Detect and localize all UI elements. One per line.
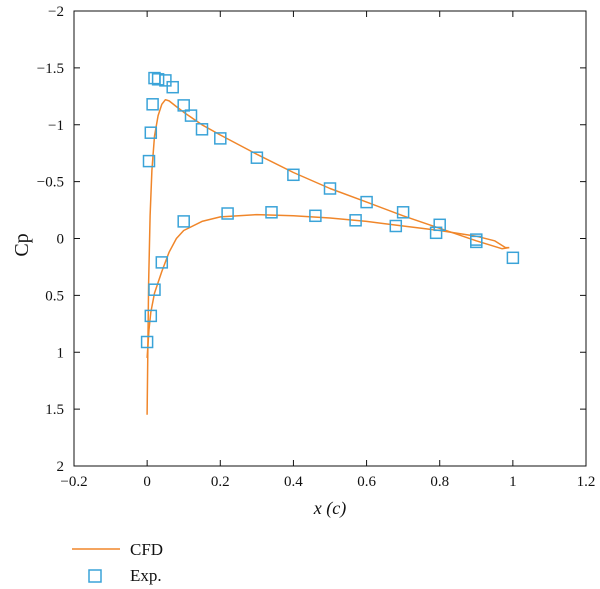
exp-marker: [221, 207, 234, 220]
y-tick-label: 1.5: [45, 402, 64, 418]
y-tick-label: −0.5: [37, 175, 64, 191]
exp-marker: [470, 235, 483, 249]
exp-marker: [287, 168, 300, 182]
y-tick-label: −2: [48, 4, 64, 20]
x-tick-label: −0.2: [60, 474, 87, 490]
cfd-line-pressure: [146, 213, 510, 358]
y-tick-label: 0: [57, 232, 65, 248]
x-tick-labels: −0.2 0 0.2 0.4 0.6 0.8 1 1.2: [60, 474, 595, 490]
y-tick-label: 2: [57, 459, 65, 475]
x-tick-label: 0.4: [284, 474, 303, 490]
plot-frame: [73, 10, 587, 467]
exp-marker: [389, 219, 403, 233]
exp-markers: [140, 71, 520, 349]
exp-marker: [144, 309, 158, 323]
y-tick-labels: −2 −1.5 −1 −0.5 0 0.5 1 1.5 2: [37, 4, 64, 475]
exp-marker: [177, 99, 190, 112]
exp-marker: [360, 195, 373, 209]
x-tick-label: 0.6: [357, 474, 376, 490]
exp-marker: [144, 126, 158, 139]
exp-marker: [166, 80, 179, 94]
exp-marker: [155, 256, 169, 269]
exp-marker: [309, 209, 322, 223]
exp-marker: [250, 151, 264, 164]
x-axis-label: x (c): [313, 498, 346, 519]
x-tick-label: 0.2: [211, 474, 230, 490]
exp-marker: [140, 335, 154, 349]
y-tick-label: 0.5: [45, 288, 64, 304]
exp-marker: [142, 154, 156, 168]
exp-marker: [146, 98, 159, 111]
x-tick-label: 0.8: [430, 474, 449, 490]
legend-cfd-label: CFD: [130, 540, 163, 559]
axis-ticks: [73, 10, 587, 467]
exp-marker: [151, 73, 165, 86]
cfd-lines: [146, 98, 510, 415]
cfd-line-suction: [146, 98, 510, 415]
exp-marker: [429, 226, 443, 240]
exp-marker: [195, 123, 209, 136]
x-tick-label: 1: [509, 474, 517, 490]
x-tick-label: 1.2: [577, 474, 596, 490]
y-axis-label: Cp: [11, 233, 33, 256]
exp-marker: [433, 218, 446, 232]
exp-marker: [177, 215, 190, 228]
legend-exp-swatch: [88, 569, 102, 583]
exp-marker: [323, 182, 337, 195]
exp-marker: [396, 206, 410, 219]
y-tick-label: −1: [48, 118, 64, 134]
exp-marker: [265, 206, 278, 219]
legend: CFD Exp.: [72, 540, 163, 585]
exp-marker: [159, 74, 172, 87]
y-tick-label: −1.5: [37, 61, 64, 77]
exp-marker: [506, 251, 520, 265]
exp-marker: [214, 132, 227, 145]
exp-marker: [148, 283, 161, 296]
exp-marker: [349, 214, 362, 227]
x-tick-label: 0: [143, 474, 151, 490]
exp-marker: [184, 109, 198, 122]
y-tick-label: 1: [57, 345, 65, 361]
legend-exp-label: Exp.: [130, 566, 162, 585]
